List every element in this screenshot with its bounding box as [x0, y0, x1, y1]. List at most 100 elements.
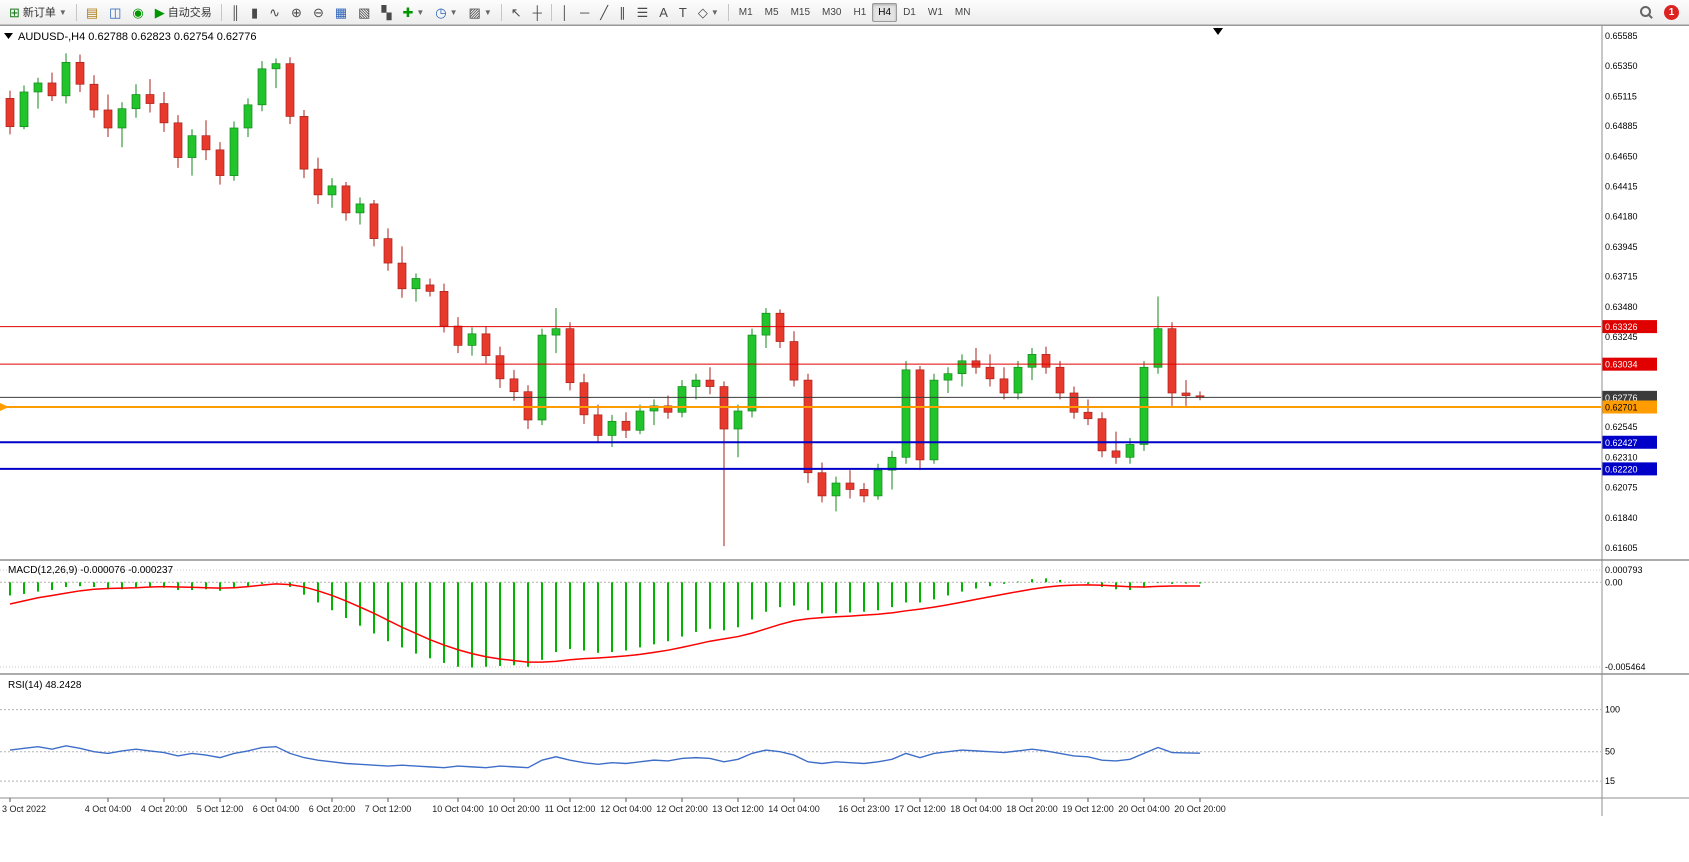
svg-text:14 Oct 04:00: 14 Oct 04:00	[768, 804, 820, 814]
vertical-line-button[interactable]: │	[556, 2, 574, 23]
svg-text:6 Oct 04:00: 6 Oct 04:00	[253, 804, 300, 814]
toolbar-separator	[727, 3, 729, 21]
timeframe-H4-button[interactable]: H4	[872, 3, 898, 22]
search-button[interactable]	[1634, 2, 1659, 23]
support-line-1[interactable]: 0.62427	[0, 435, 1657, 449]
timeframe-M15-button[interactable]: M15	[785, 3, 816, 22]
time-axis[interactable]: 3 Oct 2022 4 Oct 04:00 4 Oct 20:00 5 Oct 12…	[0, 797, 1689, 814]
svg-text:0.64415: 0.64415	[1605, 182, 1638, 192]
svg-text:17 Oct 12:00: 17 Oct 12:00	[894, 804, 946, 814]
shapes-icon: ◇	[697, 4, 708, 20]
svg-text:AUDUSD-,H4 0.62788 0.62823 0.: AUDUSD-,H4 0.62788 0.62823 0.62754 0.627…	[18, 31, 257, 43]
notification-badge[interactable]: 1	[1664, 4, 1679, 20]
market-watch-icon: ▤	[85, 4, 99, 20]
cascade-windows-button[interactable]: ▧	[353, 2, 375, 23]
chevron-down-icon: ▼	[58, 7, 67, 17]
trendline-button[interactable]: ╱	[595, 2, 613, 23]
crosshair-button[interactable]: ┼	[528, 2, 547, 23]
data-window-icon: ◫	[109, 4, 122, 20]
svg-text:3 Oct 2022: 3 Oct 2022	[2, 804, 46, 814]
support-line-2[interactable]: 0.62220	[0, 462, 1657, 476]
timeframe-group: M1 M5 M15 M30 H1 H4 D1 W1 MN	[733, 2, 977, 22]
svg-text:0.62310: 0.62310	[1605, 452, 1638, 462]
svg-text:18 Oct 04:00: 18 Oct 04:00	[950, 804, 1002, 814]
svg-text:7 Oct 12:00: 7 Oct 12:00	[365, 804, 412, 814]
timeframe-W1-button[interactable]: W1	[922, 3, 949, 22]
resistance-line-1[interactable]: 0.63326	[0, 320, 1657, 334]
toolbar-separator	[500, 3, 502, 21]
text-label-button[interactable]: T	[674, 2, 692, 23]
svg-text:19 Oct 12:00: 19 Oct 12:00	[1062, 804, 1114, 814]
timeframe-D1-button[interactable]: D1	[897, 3, 922, 22]
templates-button[interactable]: ▨ ▼	[464, 2, 497, 23]
channel-button[interactable]: ∥	[614, 2, 631, 23]
timeframe-M1-button[interactable]: M1	[733, 3, 759, 22]
zoom-in-button[interactable]: ⊕	[286, 2, 307, 23]
new-chart-button[interactable]: ✚ ▼	[397, 2, 429, 23]
horizontal-line-icon: ─	[580, 4, 590, 20]
svg-text:12 Oct 20:00: 12 Oct 20:00	[656, 804, 708, 814]
ohlc-readout: AUDUSD-,H4 0.62788 0.62823 0.62754 0.627…	[4, 31, 257, 43]
svg-text:0.61840: 0.61840	[1605, 513, 1638, 523]
new-order-icon: ⊞	[9, 4, 20, 20]
text-button[interactable]: A	[654, 2, 673, 23]
svg-text:0.62776: 0.62776	[1605, 393, 1638, 403]
navigator-button[interactable]: ◉	[127, 2, 148, 23]
rsi-line	[9, 745, 1201, 769]
tile-windows-button[interactable]: ▦	[330, 2, 352, 23]
ohlc-bars-button[interactable]: ║	[226, 2, 245, 23]
new-order-button[interactable]: ⊞ 新订单 ▼	[4, 2, 72, 23]
trendline-icon: ╱	[600, 4, 609, 20]
svg-text:RSI(14) 48.2428: RSI(14) 48.2428	[8, 680, 82, 691]
svg-text:6 Oct 20:00: 6 Oct 20:00	[309, 804, 356, 814]
svg-text:0.61605: 0.61605	[1605, 543, 1638, 553]
clock-icon: ◷	[435, 4, 447, 20]
timeframe-H1-button[interactable]: H1	[847, 3, 872, 22]
candlestick-button[interactable]: ▮	[246, 2, 263, 23]
fibonacci-icon: ☰	[636, 4, 649, 20]
timeframe-M30-button[interactable]: M30	[816, 3, 847, 22]
chevron-down-icon: ▼	[483, 7, 492, 17]
order-line[interactable]: 0.62701	[0, 400, 1657, 414]
svg-text:0.00: 0.00	[1605, 577, 1623, 587]
data-window-button[interactable]: ◫	[104, 2, 126, 23]
periods-button[interactable]: ◷ ▼	[430, 2, 462, 23]
chart-background	[0, 26, 1689, 862]
svg-text:11 Oct 12:00: 11 Oct 12:00	[545, 804, 596, 814]
line-chart-button[interactable]: ∿	[264, 2, 285, 23]
zoom-out-button[interactable]: ⊖	[308, 2, 329, 23]
svg-text:0.62220: 0.62220	[1605, 464, 1638, 474]
svg-text:0.64885: 0.64885	[1605, 121, 1638, 131]
horizontal-line-button[interactable]: ─	[575, 2, 594, 23]
svg-text:0.63480: 0.63480	[1605, 302, 1638, 312]
chart-shift-marker[interactable]	[1213, 28, 1223, 35]
resistance-line-2[interactable]: 0.63034	[0, 357, 1657, 371]
new-chart-plus-icon: ✚	[402, 4, 414, 20]
market-watch-button[interactable]: ▤	[81, 2, 103, 23]
fibonacci-button[interactable]: ☰	[632, 2, 654, 23]
timeframe-M5-button[interactable]: M5	[759, 3, 785, 22]
cursor-button[interactable]: ↖	[506, 2, 527, 23]
cascade-windows-icon: ▧	[358, 4, 371, 20]
symbol-dropdown-icon	[4, 33, 13, 39]
svg-text:0.63326: 0.63326	[1605, 322, 1638, 332]
macd-histogram	[9, 578, 1201, 668]
timeframe-MN-button[interactable]: MN	[949, 3, 977, 22]
price-axis[interactable]: 0.65585 0.65350 0.65115 0.64885 0.64650 0.644…	[1601, 26, 1638, 816]
autotrading-button[interactable]: ▶ 自动交易	[150, 2, 217, 23]
text-icon: A	[659, 4, 668, 20]
svg-text:15: 15	[1605, 776, 1615, 786]
svg-text:12 Oct 04:00: 12 Oct 04:00	[600, 804, 652, 814]
svg-text:20 Oct 04:00: 20 Oct 04:00	[1118, 804, 1170, 814]
order-arrow-icon	[0, 403, 9, 412]
tile-windows-icon: ▦	[334, 4, 348, 20]
svg-text:0.62075: 0.62075	[1605, 483, 1638, 493]
text-label-icon: T	[678, 4, 687, 20]
toolbar-separator	[220, 3, 222, 21]
svg-text:4 Oct 04:00: 4 Oct 04:00	[85, 804, 132, 814]
arrange-windows-button[interactable]: ▚	[376, 2, 396, 23]
channel-icon: ∥	[619, 4, 626, 20]
shapes-button[interactable]: ◇ ▼	[693, 2, 724, 23]
cursor-icon: ↖	[510, 4, 522, 20]
ohlc-bars-icon: ║	[230, 4, 240, 20]
